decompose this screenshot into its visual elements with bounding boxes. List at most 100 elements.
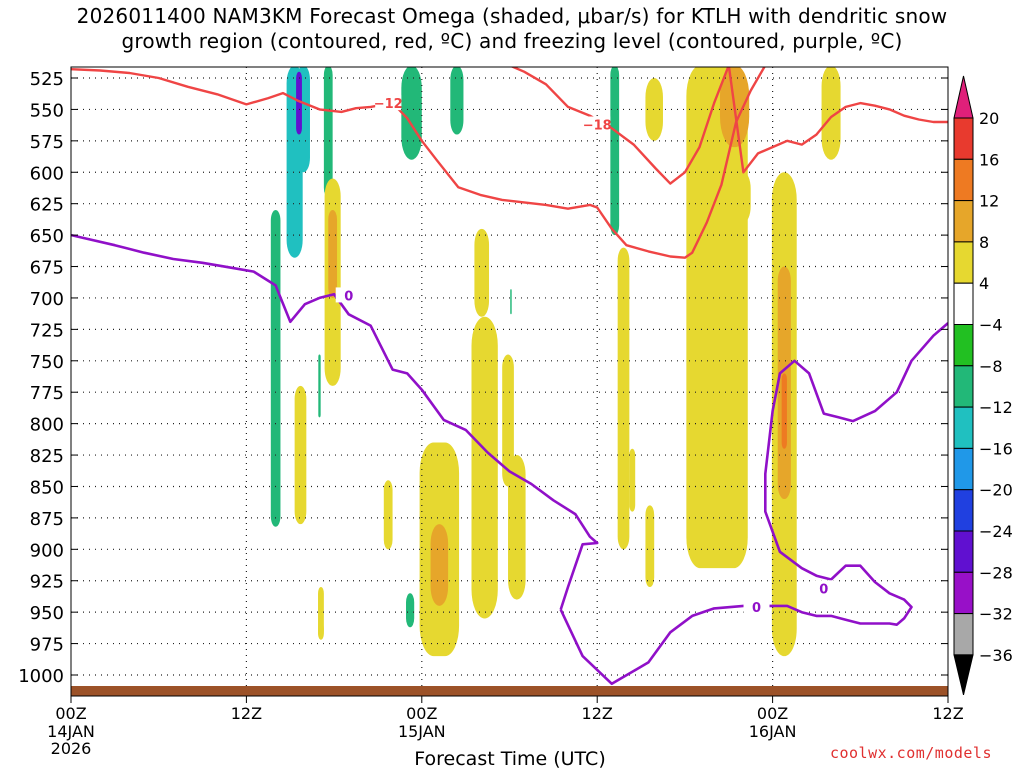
- omega-cell: [510, 289, 512, 315]
- omega-cell: [821, 67, 841, 160]
- contour-label-dgz-cold: −12: [374, 97, 403, 112]
- colorbar-bin: [953, 447, 974, 491]
- omega-cell: [328, 209, 338, 298]
- colorbar-label: −4: [979, 316, 1003, 335]
- x-tick-label: 12Z: [582, 704, 613, 723]
- colorbar-label: −12: [979, 398, 1013, 417]
- omega-cell: [270, 209, 281, 527]
- omega-cell: [629, 448, 636, 512]
- y-tick-label: 925: [30, 572, 64, 593]
- colorbar-bin: [953, 117, 974, 160]
- site-credit: coolwx.com/models: [829, 744, 992, 762]
- colorbar-bin: [953, 406, 974, 449]
- x-tick-date-label: 15JAN: [398, 722, 446, 741]
- colorbar-label: −24: [979, 522, 1013, 541]
- colorbar-bin: [953, 613, 974, 656]
- colorbar-label: −28: [979, 563, 1013, 582]
- contour-label-freezing-bg: [335, 287, 362, 303]
- plot-frame: [70, 66, 949, 697]
- omega-cell: [736, 172, 751, 223]
- omega-cell: [471, 316, 498, 619]
- contour-label-freezing: 0: [344, 289, 353, 304]
- contour-label-dgz-warm: −18: [583, 119, 612, 134]
- contour-label-dgz-cold-bg: [375, 95, 402, 111]
- y-tick-label: 900: [30, 540, 64, 561]
- omega-cell: [781, 373, 787, 449]
- y-tick-label: 775: [30, 383, 64, 404]
- grid: [71, 67, 948, 686]
- colorbar-bin: [953, 489, 974, 532]
- y-tick-label: 850: [30, 477, 64, 498]
- y-tick-label: 675: [30, 258, 64, 279]
- colorbar-bin: [953, 241, 974, 284]
- colorbar-label: −20: [979, 481, 1013, 500]
- x-tick-date-label: 14JAN: [47, 722, 95, 741]
- contour-label-freezing: 0: [819, 582, 828, 597]
- colorbar-bin: [953, 158, 974, 202]
- colorbar-label: 16: [979, 150, 999, 169]
- omega-cell: [406, 593, 415, 628]
- y-tick-label: 650: [30, 226, 64, 247]
- y-axis: 525 550 575 600 625 650 675 700 725 750 775 800 825 8…: [18, 69, 948, 687]
- colorbar-bin: [953, 365, 974, 408]
- omega-cell: [645, 78, 663, 141]
- colorbar-label: −36: [979, 646, 1013, 665]
- omega-cell: [401, 67, 422, 160]
- y-tick-label: 700: [30, 289, 64, 310]
- x-tick-year-label: 2026: [51, 739, 92, 758]
- x-tick-label: 00Z: [757, 704, 788, 723]
- x-tick-label: 12Z: [231, 704, 262, 723]
- x-tick-date-label: 16JAN: [749, 722, 797, 741]
- y-tick-label: 750: [30, 352, 64, 373]
- contour-label-freezing-bg: [810, 580, 837, 596]
- omega-cell: [645, 505, 655, 588]
- omega-cell: [508, 455, 526, 600]
- colorbar-label: 8: [979, 233, 989, 252]
- dgz-cold-contour: [71, 67, 766, 259]
- x-tick-label: 00Z: [406, 704, 437, 723]
- colorbar-label: 12: [979, 192, 999, 211]
- contour-label-freezing-bg: [743, 599, 770, 615]
- colorbar-bin: [953, 324, 974, 367]
- y-tick-label: 550: [30, 100, 64, 121]
- colorbar: 20 16 12 8 4 −4 −8 −12 −16 −20 −24 −28 −32 −36: [953, 75, 1013, 696]
- y-tick-label: 525: [30, 69, 64, 90]
- terrain-ground: [71, 686, 948, 696]
- omega-cell: [294, 385, 307, 525]
- x-axis-label: Forecast Time (UTC): [414, 748, 605, 768]
- y-tick-label: 600: [30, 163, 64, 184]
- omega-cell: [383, 480, 393, 550]
- y-tick-label: 975: [30, 635, 64, 656]
- omega-cell: [610, 67, 620, 236]
- omega-cell: [430, 524, 449, 606]
- omega-cell: [318, 354, 321, 418]
- chart-title-line-2: growth region (contoured, red, ºC) and f…: [121, 29, 903, 53]
- omega-cell: [686, 67, 748, 569]
- colorbar-bottom-arrow: [953, 654, 974, 696]
- omega-cell: [323, 67, 333, 198]
- y-tick-label: 1000: [18, 666, 64, 687]
- y-tick-label: 800: [30, 415, 64, 436]
- y-tick-label: 950: [30, 603, 64, 624]
- colorbar-bin: [953, 200, 974, 243]
- contour-label-freezing: 0: [752, 601, 761, 616]
- y-tick-label: 875: [30, 509, 64, 530]
- x-tick-label: 12Z: [932, 704, 963, 723]
- y-tick-label: 825: [30, 446, 64, 467]
- omega-cell: [617, 247, 630, 550]
- omega-cell: [296, 71, 302, 135]
- y-tick-label: 625: [30, 195, 64, 216]
- colorbar-bin: [953, 530, 974, 573]
- colorbar-top-arrow: [953, 75, 974, 119]
- freezing-level-contour: [559, 322, 948, 686]
- freezing-level-contour: [71, 233, 599, 610]
- omega-cell: [450, 67, 464, 135]
- contour-label-dgz-warm-bg: [584, 116, 611, 132]
- omega-cell: [502, 354, 514, 487]
- omega-cell: [474, 228, 490, 317]
- y-tick-label: 725: [30, 320, 64, 341]
- omega-shading: [270, 67, 841, 657]
- chart-title-line-1: 2026011400 NAM3KM Forecast Omega (shaded…: [76, 4, 948, 28]
- colorbar-bin: [953, 571, 974, 615]
